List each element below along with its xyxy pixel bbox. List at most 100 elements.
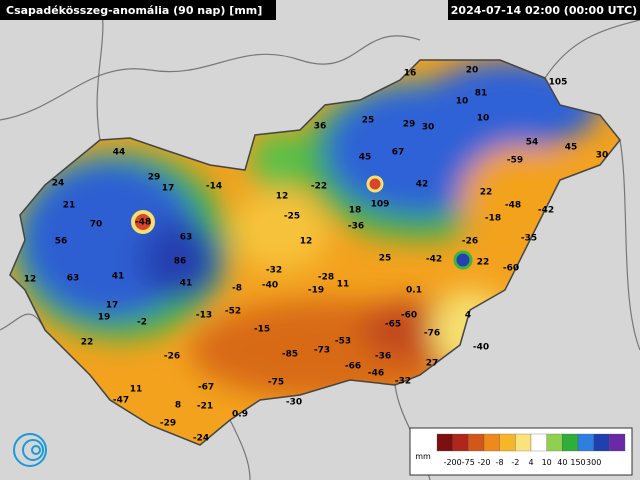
station-value: 17 xyxy=(162,184,175,194)
legend-swatch xyxy=(468,433,485,452)
station-value: 105 xyxy=(549,78,568,88)
station-value: -42 xyxy=(426,255,442,265)
legend-swatch xyxy=(452,433,469,452)
legend-tick-label: 4 xyxy=(528,458,533,467)
station-value: -48 xyxy=(505,201,521,211)
legend-swatch xyxy=(530,433,547,452)
station-value: 27 xyxy=(426,359,439,369)
station-value: 10 xyxy=(456,97,469,107)
station-value: 0.9 xyxy=(232,410,248,420)
timestamp: 2024-07-14 02:00 (00:00 UTC) xyxy=(451,4,637,17)
station-value: -40 xyxy=(473,343,489,353)
station-value: -52 xyxy=(225,307,241,317)
station-value: 17 xyxy=(106,301,119,311)
station-value: 44 xyxy=(113,148,126,158)
station-value: 4 xyxy=(465,311,471,321)
station-value: -21 xyxy=(197,402,213,412)
station-value: 22 xyxy=(81,338,94,348)
station-value: 16 xyxy=(404,69,417,79)
station-value: -32 xyxy=(266,266,282,276)
legend-scale: -200 -75 -20 -8 -2 4 10 40 150 300 xyxy=(436,433,626,467)
timestamp-box xyxy=(448,0,640,20)
station-value: 41 xyxy=(180,279,193,289)
station-value: 30 xyxy=(422,123,435,133)
legend-swatch xyxy=(562,433,579,452)
station-value: 63 xyxy=(180,233,193,243)
legend-tick-label: 10 xyxy=(542,458,552,467)
station-value: -30 xyxy=(286,398,302,408)
legend-tick-label: -200 xyxy=(444,458,462,467)
station-value: -66 xyxy=(345,362,361,372)
station-value: 25 xyxy=(379,254,392,264)
station-value: 42 xyxy=(416,180,429,190)
station-value: -53 xyxy=(335,337,351,347)
station-value: -25 xyxy=(284,212,300,222)
station-value: 70 xyxy=(90,220,103,230)
station-value: -2 xyxy=(137,318,147,328)
legend-tick-label: -8 xyxy=(496,458,504,467)
station-value: -13 xyxy=(196,311,212,321)
station-value: -35 xyxy=(521,234,537,244)
station-value: 63 xyxy=(67,274,80,284)
station-value: -14 xyxy=(206,182,222,192)
station-value: -15 xyxy=(254,325,270,335)
legend-tick-label: 150 xyxy=(570,458,585,467)
station-value: -47 xyxy=(113,396,129,406)
station-value: 0.1 xyxy=(406,286,422,296)
legend-swatch xyxy=(609,433,626,452)
legend-tick-label: 300 xyxy=(586,458,601,467)
legend-tick-label: -20 xyxy=(477,458,490,467)
station-value: 86 xyxy=(174,257,187,267)
station-value: 21 xyxy=(63,201,76,211)
legend-swatch xyxy=(515,433,532,452)
station-value: 22 xyxy=(477,258,490,268)
station-value: -26 xyxy=(462,237,478,247)
station-value: 12 xyxy=(24,275,37,285)
station-value: 11 xyxy=(337,280,350,290)
station-value: -40 xyxy=(262,281,278,291)
station-value: -65 xyxy=(385,320,401,330)
station-value: 54 xyxy=(526,138,539,148)
legend-tick-label: 40 xyxy=(557,458,567,467)
legend-swatch xyxy=(499,433,516,452)
station-value: -26 xyxy=(164,352,180,362)
station-value: 56 xyxy=(55,237,68,247)
legend-swatch xyxy=(577,433,594,452)
station-value: -76 xyxy=(424,329,440,339)
station-value: 30 xyxy=(596,151,609,161)
legend-swatch xyxy=(436,433,453,452)
station-value: -46 xyxy=(368,369,384,379)
legend-unit: mm xyxy=(415,452,431,461)
logo xyxy=(13,433,47,467)
station-value: 12 xyxy=(276,192,289,202)
station-value: 25 xyxy=(362,116,375,126)
legend-swatch xyxy=(483,433,500,452)
station-value: -19 xyxy=(308,286,324,296)
station-value: 29 xyxy=(148,173,161,183)
station-value: 36 xyxy=(314,122,327,132)
station-value: -67 xyxy=(198,383,214,393)
station-value: -85 xyxy=(282,350,298,360)
station-value: 81 xyxy=(475,89,488,99)
station-value: -48 xyxy=(135,218,151,228)
legend-tick-label: -75 xyxy=(462,458,475,467)
station-value: 10 xyxy=(477,114,490,124)
station-value: -59 xyxy=(507,156,523,166)
station-value: 12 xyxy=(300,237,313,247)
station-value: 109 xyxy=(371,200,390,210)
hungary-border xyxy=(9,59,621,446)
station-value: -24 xyxy=(193,434,209,444)
title: Csapadékösszeg-anomália (90 nap) [mm] xyxy=(6,4,262,17)
station-value: -36 xyxy=(348,222,364,232)
station-value: -32 xyxy=(395,377,411,387)
legend-tick-label: -2 xyxy=(511,458,519,467)
station-value: 8 xyxy=(175,401,181,411)
station-value: -75 xyxy=(268,378,284,388)
station-value: -60 xyxy=(503,264,519,274)
station-value: -36 xyxy=(375,352,391,362)
station-value: 29 xyxy=(403,120,416,130)
station-value: -8 xyxy=(232,284,242,294)
station-value: -28 xyxy=(318,273,334,283)
